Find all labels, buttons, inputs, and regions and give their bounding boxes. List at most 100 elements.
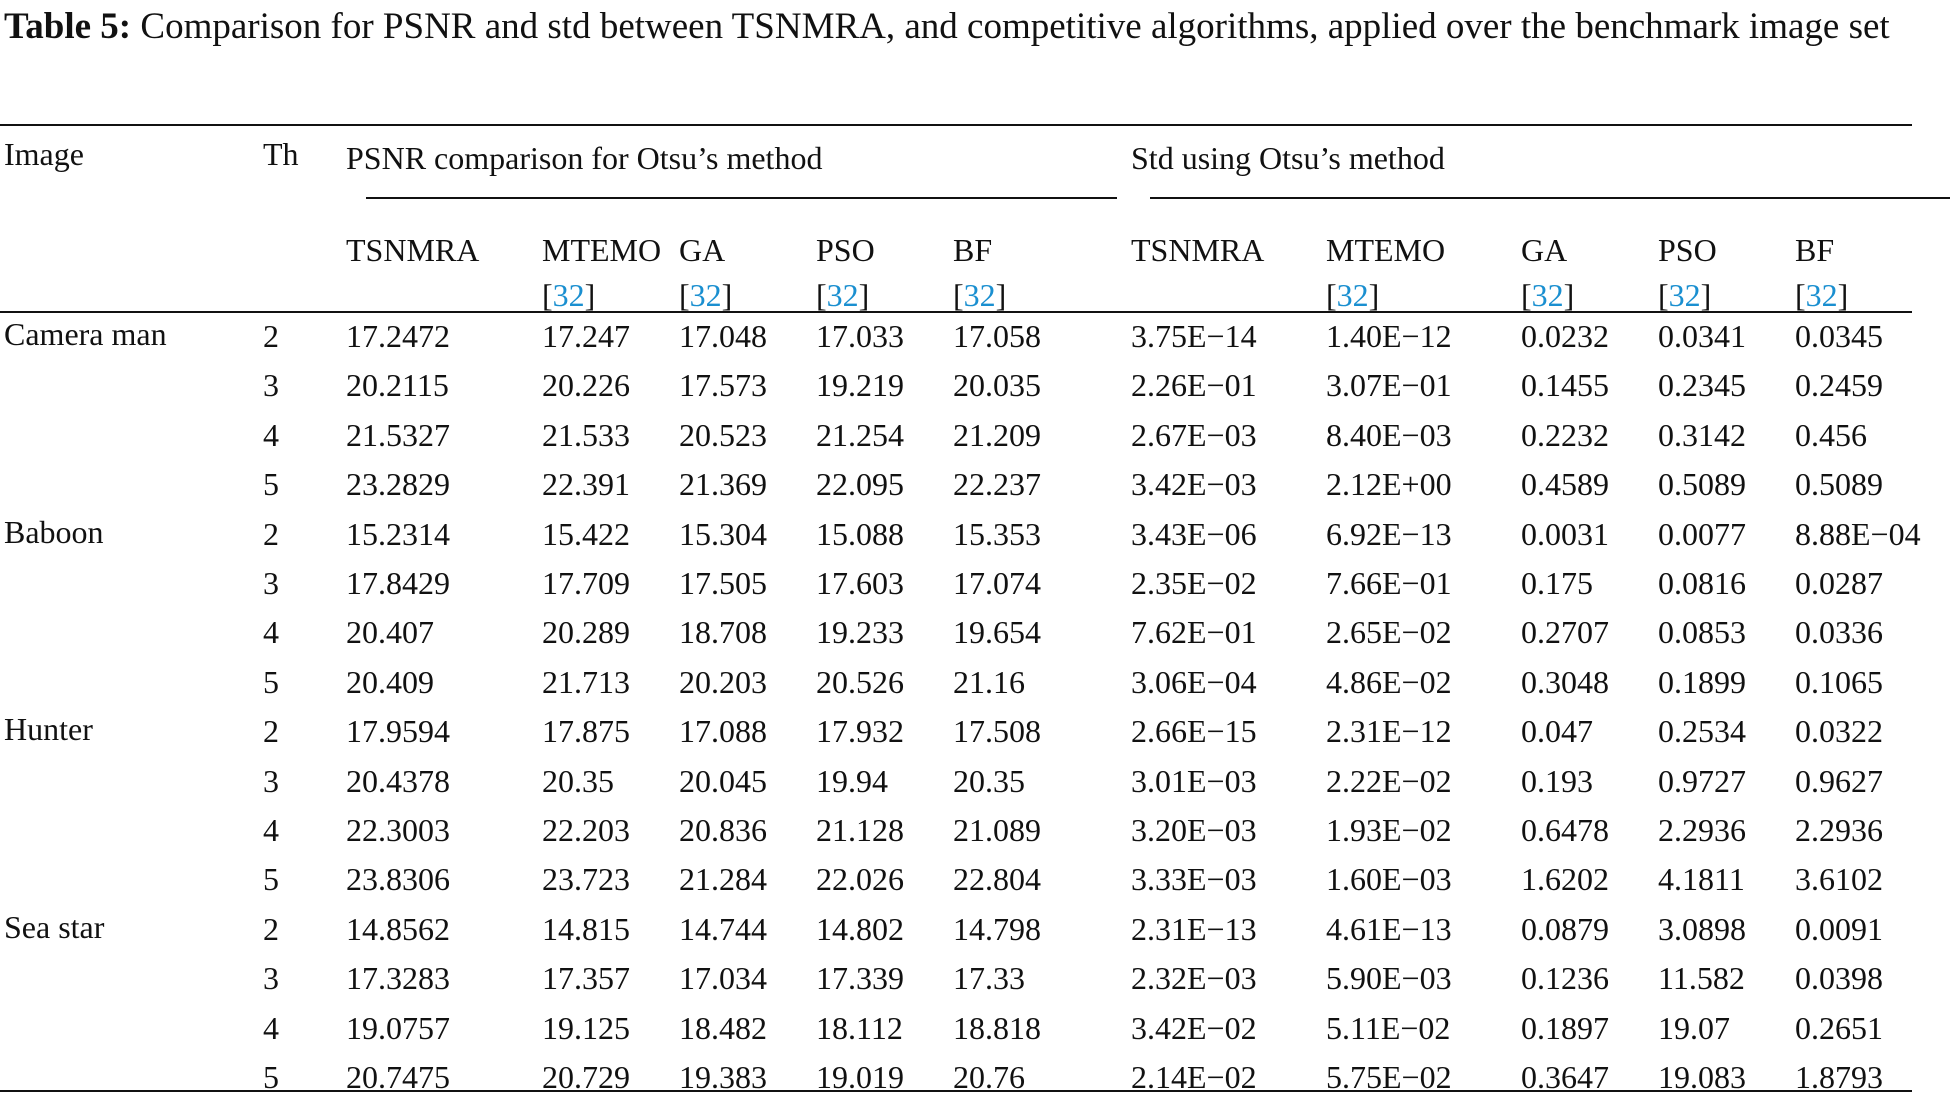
std-cell: 0.0345 [1795,318,1883,354]
psnr-cell: 17.9594 [346,713,450,749]
citation-link[interactable]: [32] [1795,277,1849,313]
psnr-cell: 17.505 [679,565,767,601]
std-cell: 0.047 [1521,713,1593,749]
citation-link[interactable]: [32] [953,277,1007,313]
ref-number[interactable]: 32 [1336,277,1369,313]
std-cell: 2.26E−01 [1131,367,1257,403]
std-cell: 3.42E−03 [1131,466,1257,502]
std-group-rule [1150,197,1950,199]
std-cell: 19.07 [1658,1010,1730,1046]
std-cell: 3.07E−01 [1326,367,1452,403]
citation-link[interactable]: [32] [542,277,596,313]
std-cell: 0.9727 [1658,763,1746,799]
std-col-header: MTEMO [1326,232,1446,268]
psnr-cell: 22.095 [816,466,904,502]
std-cell: 0.1455 [1521,367,1609,403]
psnr-cell: 17.034 [679,960,767,996]
row-image-label: Baboon [4,514,104,550]
psnr-cell: 19.233 [816,614,904,650]
ref-number[interactable]: 32 [1668,277,1701,313]
ref-number[interactable]: 32 [1805,277,1838,313]
caption-text: Comparison for PSNR and std between TSNM… [140,6,1890,47]
citation-link[interactable]: [32] [1521,277,1575,313]
psnr-cell: 20.35 [953,763,1025,799]
header-psnr-group: PSNR comparison for Otsu’s method [346,140,823,176]
citation-link[interactable]: [32] [816,277,870,313]
std-cell: 1.40E−12 [1326,318,1452,354]
psnr-cell: 17.33 [953,960,1025,996]
std-cell: 0.2459 [1795,367,1883,403]
psnr-cell: 14.8562 [346,911,450,947]
std-cell: 0.0232 [1521,318,1609,354]
std-col-header: GA [1521,232,1568,268]
std-cell: 4.61E−13 [1326,911,1452,947]
row-th: 2 [263,318,279,354]
psnr-cell: 22.026 [816,861,904,897]
std-cell: 3.6102 [1795,861,1883,897]
row-th: 3 [263,367,279,403]
std-cell: 0.0091 [1795,911,1883,947]
std-cell: 3.06E−04 [1131,664,1257,700]
psnr-cell: 18.708 [679,614,767,650]
std-cell: 0.0816 [1658,565,1746,601]
psnr-cell: 22.237 [953,466,1041,502]
std-cell: 0.0341 [1658,318,1746,354]
psnr-cell: 20.526 [816,664,904,700]
table-caption: Table 5: Comparison for PSNR and std bet… [4,2,1934,52]
psnr-cell: 17.058 [953,318,1041,354]
citation-link[interactable]: [32] [1658,277,1712,313]
psnr-cell: 17.573 [679,367,767,403]
std-cell: 2.66E−15 [1131,713,1257,749]
ref-number[interactable]: 32 [689,277,722,313]
psnr-cell: 17.339 [816,960,904,996]
std-cell: 0.0853 [1658,614,1746,650]
psnr-cell: 15.422 [542,516,630,552]
std-cell: 0.4589 [1521,466,1609,502]
std-cell: 1.8793 [1795,1059,1883,1095]
ref-number[interactable]: 32 [826,277,859,313]
std-cell: 2.67E−03 [1131,417,1257,453]
psnr-col-header: MTEMO [542,232,662,268]
bottom-rule [0,1090,1912,1092]
std-col-header: PSO [1658,232,1717,268]
std-cell: 3.75E−14 [1131,318,1257,354]
psnr-cell: 19.219 [816,367,904,403]
std-cell: 5.11E−02 [1326,1010,1451,1046]
row-th: 2 [263,911,279,947]
std-cell: 0.0031 [1521,516,1609,552]
ref-number[interactable]: 32 [963,277,996,313]
std-cell: 2.65E−02 [1326,614,1452,650]
std-cell: 1.6202 [1521,861,1609,897]
psnr-cell: 22.804 [953,861,1041,897]
psnr-cell: 17.8429 [346,565,450,601]
psnr-cell: 20.7475 [346,1059,450,1095]
psnr-group-rule [366,197,1117,199]
row-image-label: Sea star [4,909,105,945]
std-cell: 4.1811 [1658,861,1745,897]
psnr-cell: 22.203 [542,812,630,848]
psnr-cell: 19.125 [542,1010,630,1046]
psnr-cell: 17.508 [953,713,1041,749]
psnr-cell: 18.482 [679,1010,767,1046]
psnr-cell: 19.019 [816,1059,904,1095]
std-cell: 0.3048 [1521,664,1609,700]
row-th: 4 [263,614,279,650]
psnr-cell: 21.533 [542,417,630,453]
ref-number[interactable]: 32 [1531,277,1564,313]
std-cell: 0.0879 [1521,911,1609,947]
psnr-cell: 22.391 [542,466,630,502]
psnr-cell: 18.112 [816,1010,903,1046]
row-th: 4 [263,812,279,848]
citation-link[interactable]: [32] [679,277,733,313]
psnr-cell: 20.2115 [346,367,449,403]
psnr-cell: 20.035 [953,367,1041,403]
row-image-label: Camera man [4,316,167,352]
std-cell: 0.193 [1521,763,1593,799]
std-cell: 0.2651 [1795,1010,1883,1046]
std-cell: 2.22E−02 [1326,763,1452,799]
header-std-group: Std using Otsu’s method [1131,140,1445,176]
citation-link[interactable]: [32] [1326,277,1380,313]
ref-number[interactable]: 32 [552,277,585,313]
psnr-cell: 17.357 [542,960,630,996]
std-cell: 0.5089 [1795,466,1883,502]
